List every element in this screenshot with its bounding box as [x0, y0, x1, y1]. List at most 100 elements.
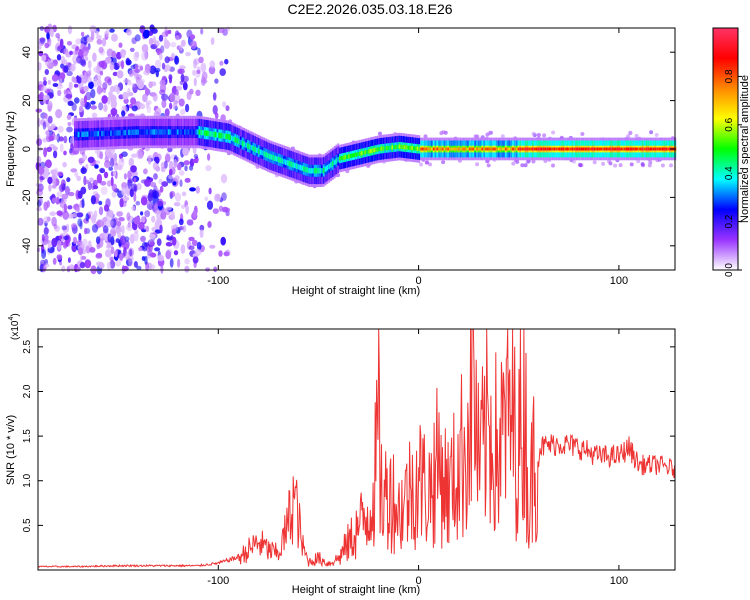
heatmap-cell — [107, 233, 112, 243]
heatmap-cell — [84, 259, 92, 269]
heatmap-cell — [154, 210, 160, 215]
heatmap-cell — [501, 147, 504, 151]
heatmap-cell — [44, 159, 52, 169]
heatmap-cell — [160, 129, 163, 135]
heatmap-cell — [458, 147, 460, 151]
heatmap-cell — [423, 134, 428, 139]
heatmap-cell — [85, 179, 89, 185]
heatmap-cell — [85, 213, 89, 222]
heatmap-cell — [42, 121, 47, 130]
heatmap-cell — [189, 129, 192, 135]
heatmap-cell — [604, 147, 606, 151]
heatmap-cell — [99, 167, 105, 174]
heatmap-cell — [96, 75, 102, 80]
heatmap-cell — [398, 144, 401, 149]
heatmap-cell — [134, 64, 139, 70]
heatmap-cell — [629, 162, 634, 167]
heatmap-cell — [168, 174, 174, 180]
heatmap-cell — [150, 181, 157, 188]
heatmap-cell — [161, 62, 166, 70]
heatmap-cell — [174, 192, 182, 202]
heatmap-cell — [62, 161, 67, 168]
heatmap-cell — [144, 178, 151, 187]
heatmap-cell — [92, 77, 98, 88]
heatmap-cell — [521, 147, 523, 151]
heatmap-cell — [74, 97, 80, 104]
heatmap-cell — [526, 147, 529, 151]
heatmap-cell — [89, 216, 96, 221]
heatmap-cell — [634, 134, 639, 138]
heatmap-cell — [419, 162, 424, 167]
heatmap-cell — [254, 146, 257, 153]
heatmap-cell — [43, 201, 48, 211]
heatmap-cell — [111, 130, 114, 136]
heatmap-cell — [441, 160, 446, 165]
heatmap-cell — [102, 225, 109, 234]
heatmap-cell — [572, 159, 576, 164]
heatmap-cell — [92, 52, 97, 62]
heatmap-cell — [110, 246, 115, 255]
heatmap-cell — [450, 147, 453, 151]
heatmap-cell — [551, 147, 554, 151]
heatmap-cell — [146, 129, 148, 135]
heatmap-cell — [192, 256, 199, 264]
heatmap-cell — [122, 91, 129, 100]
heatmap-x-tick-label: 0 — [416, 275, 422, 287]
heatmap-cell — [169, 92, 176, 102]
heatmap-cell — [175, 89, 179, 96]
heatmap-cell — [218, 250, 223, 257]
heatmap-cell — [555, 147, 558, 151]
heatmap-cell — [149, 65, 157, 75]
heatmap-cell — [154, 202, 159, 211]
snr-y-multiplier-text: (x10 — [10, 320, 21, 340]
heatmap-cell — [141, 51, 148, 61]
heatmap-cell — [367, 149, 370, 154]
heatmap-cell — [389, 145, 392, 150]
heatmap-x-ticks: -100 0 100 — [207, 28, 628, 287]
colorbar-tick-label: 0.8 — [724, 69, 735, 83]
heatmap-cell — [229, 134, 231, 140]
heatmap-cell — [156, 238, 162, 247]
heatmap-cell — [591, 147, 594, 151]
snr-y-axis-label: SNR (10 * v/v) — [5, 415, 17, 485]
heatmap-cell — [184, 258, 190, 265]
heatmap-cell — [382, 146, 385, 151]
heatmap-cell — [41, 234, 45, 241]
heatmap-y-tick-label: -40 — [21, 238, 33, 254]
heatmap-cell — [626, 134, 631, 139]
heatmap-cell — [49, 92, 54, 99]
heatmap-cell — [210, 37, 215, 45]
heatmap-cell — [511, 161, 516, 166]
heatmap-cell — [46, 146, 52, 153]
heatmap-cell — [138, 221, 145, 230]
heatmap-cell — [71, 213, 78, 218]
heatmap-cell — [141, 241, 148, 252]
heatmap-cell — [223, 133, 226, 139]
heatmap-cell — [93, 131, 96, 137]
heatmap-cell — [303, 166, 305, 172]
heatmap-cell — [67, 100, 74, 106]
heatmap-cell — [575, 147, 577, 151]
heatmap-cell — [196, 241, 202, 251]
heatmap-cell — [487, 131, 492, 136]
heatmap-cell — [90, 195, 96, 205]
heatmap-cell — [61, 193, 69, 200]
heatmap-cell — [536, 133, 541, 137]
heatmap-cell — [87, 181, 92, 191]
heatmap-cell — [105, 28, 110, 38]
heatmap-cell — [56, 54, 62, 61]
heatmap-cell — [133, 216, 141, 225]
heatmap-cell — [499, 147, 502, 151]
heatmap-cell — [56, 171, 64, 177]
heatmap-cell — [47, 240, 52, 249]
heatmap-cell — [416, 146, 419, 151]
heatmap-cell — [91, 182, 96, 191]
heatmap-cell — [546, 147, 549, 151]
heatmap-cell — [515, 147, 518, 151]
heatmap-cell — [596, 147, 599, 151]
heatmap-cell — [82, 154, 88, 161]
heatmap-cell — [477, 147, 480, 151]
heatmap-cell — [504, 147, 507, 151]
heatmap-cell — [165, 241, 173, 247]
heatmap-cell — [104, 249, 112, 258]
